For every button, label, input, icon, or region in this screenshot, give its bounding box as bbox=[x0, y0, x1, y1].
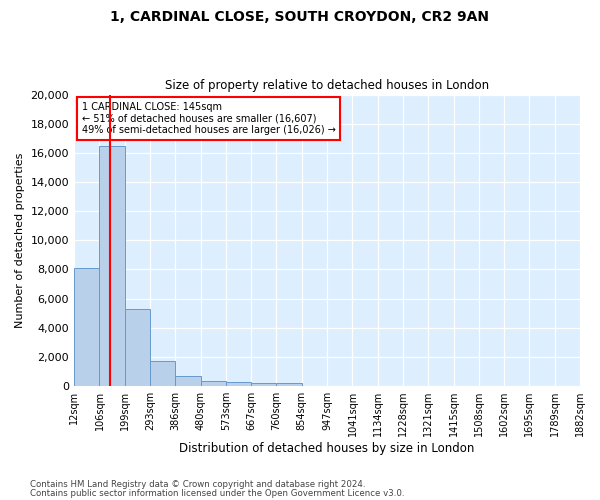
Text: 1, CARDINAL CLOSE, SOUTH CROYDON, CR2 9AN: 1, CARDINAL CLOSE, SOUTH CROYDON, CR2 9A… bbox=[110, 10, 490, 24]
Title: Size of property relative to detached houses in London: Size of property relative to detached ho… bbox=[165, 79, 489, 92]
Text: Contains HM Land Registry data © Crown copyright and database right 2024.: Contains HM Land Registry data © Crown c… bbox=[30, 480, 365, 489]
Bar bbox=[277, 383, 302, 386]
Bar bbox=[226, 382, 251, 386]
Text: 1 CARDINAL CLOSE: 145sqm
← 51% of detached houses are smaller (16,607)
49% of se: 1 CARDINAL CLOSE: 145sqm ← 51% of detach… bbox=[82, 102, 335, 135]
Bar bbox=[125, 309, 150, 386]
Bar bbox=[150, 360, 175, 386]
Bar bbox=[175, 376, 200, 386]
Bar bbox=[100, 146, 125, 386]
Text: Contains public sector information licensed under the Open Government Licence v3: Contains public sector information licen… bbox=[30, 490, 404, 498]
Y-axis label: Number of detached properties: Number of detached properties bbox=[15, 152, 25, 328]
Bar bbox=[200, 380, 226, 386]
X-axis label: Distribution of detached houses by size in London: Distribution of detached houses by size … bbox=[179, 442, 475, 455]
Bar bbox=[74, 268, 100, 386]
Bar bbox=[251, 382, 277, 386]
